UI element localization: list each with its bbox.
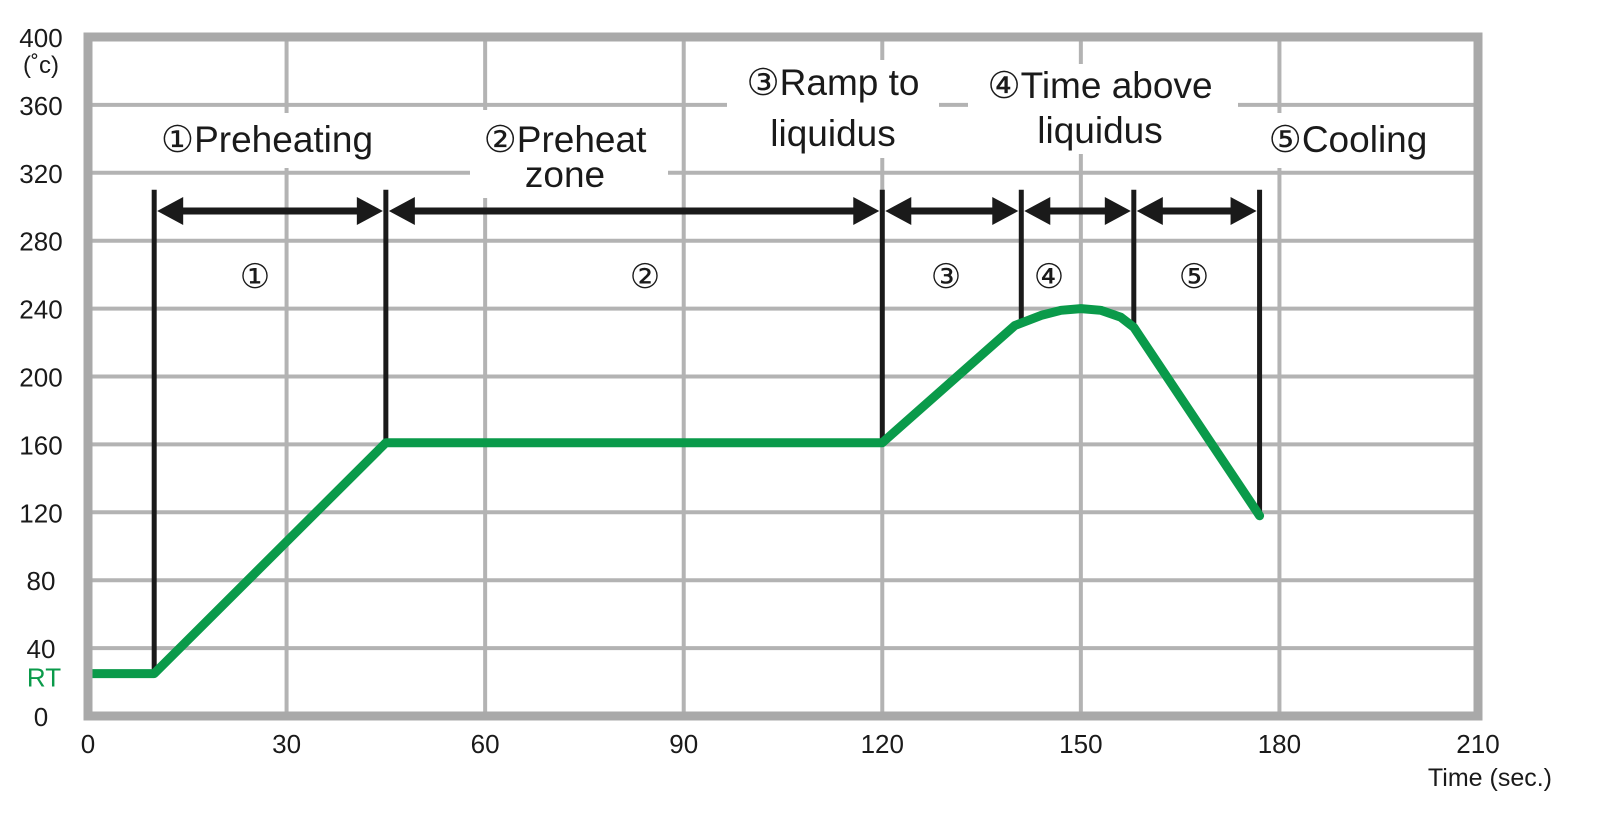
- x-tick-label: 120: [861, 729, 904, 759]
- y-tick-label: 240: [19, 295, 62, 325]
- zone-number: ⑤: [1179, 258, 1209, 296]
- profile-line: [83, 304, 1265, 679]
- x-tick-label: 210: [1456, 729, 1499, 759]
- phase-label-line1: ④Time above: [987, 65, 1212, 106]
- zone-numbers: ① ② ③ ④ ⑤: [240, 258, 1209, 296]
- y-tick-label: 200: [19, 363, 62, 393]
- phase-label-line1: ②Preheat: [484, 119, 647, 160]
- y-tick-label: 0: [34, 702, 48, 732]
- phase-label-bg: [727, 60, 939, 158]
- phase-label-bg: [470, 110, 668, 198]
- x-axis-label: Time (sec.): [1428, 764, 1552, 792]
- phase-label-line2: liquidus: [1037, 110, 1162, 151]
- profile-series: [83, 304, 1265, 679]
- x-tick-label: 0: [81, 729, 95, 759]
- phase-label-bg: [143, 113, 393, 168]
- zone-arrowhead-left: [885, 197, 912, 225]
- x-tick-label: 180: [1258, 729, 1301, 759]
- phase-label-bg: [1258, 113, 1440, 168]
- x-tick-label: 150: [1059, 729, 1102, 759]
- zone-arrowhead-left: [1136, 197, 1163, 225]
- y-tick-label: 400: [19, 23, 62, 53]
- y-tick-label: 280: [19, 227, 62, 257]
- phase-label-line2: liquidus: [770, 113, 895, 154]
- zone-arrowhead-left: [1024, 197, 1051, 225]
- zone-arrowhead-right: [853, 197, 880, 225]
- y-tick-label: 320: [19, 159, 62, 189]
- zone-number: ②: [630, 258, 660, 296]
- zone-arrowhead-right: [356, 197, 383, 225]
- y-tick-label: 40: [27, 634, 56, 664]
- zone-arrowhead-right: [992, 197, 1019, 225]
- phase-label-bg: [968, 64, 1238, 154]
- y-unit-label: (˚c): [23, 52, 59, 79]
- zone-arrowhead-right: [1104, 197, 1131, 225]
- x-tick-label: 60: [471, 729, 500, 759]
- phase-label-line2: zone: [525, 154, 605, 195]
- x-tick-label: 30: [272, 729, 301, 759]
- zone-arrowhead-left: [157, 197, 184, 225]
- zone-arrowhead-left: [388, 197, 415, 225]
- plot-frame: [83, 32, 1483, 721]
- x-tick-label: 90: [669, 729, 698, 759]
- rt-label: RT: [27, 663, 61, 693]
- phase-label-line1: ①Preheating: [161, 119, 373, 160]
- y-tick-label: 120: [19, 498, 62, 528]
- phase-label-line1: ⑤Cooling: [1269, 119, 1428, 160]
- zone-number: ①: [240, 258, 270, 296]
- zone-arrows: [151, 189, 1263, 674]
- y-tick-label: 80: [27, 566, 56, 596]
- zone-arrowhead-right: [1230, 197, 1257, 225]
- phase-label-line1: ③Ramp to: [746, 62, 919, 103]
- zone-number: ③: [931, 258, 961, 296]
- axes: 0 40 80 120 160 200 240 280 320 360 400(˚c) RT 0 30 60…: [19, 23, 1552, 792]
- y-tick-label: 360: [19, 91, 62, 121]
- y-tick-label: 160: [19, 430, 62, 460]
- zone-number: ④: [1034, 258, 1064, 296]
